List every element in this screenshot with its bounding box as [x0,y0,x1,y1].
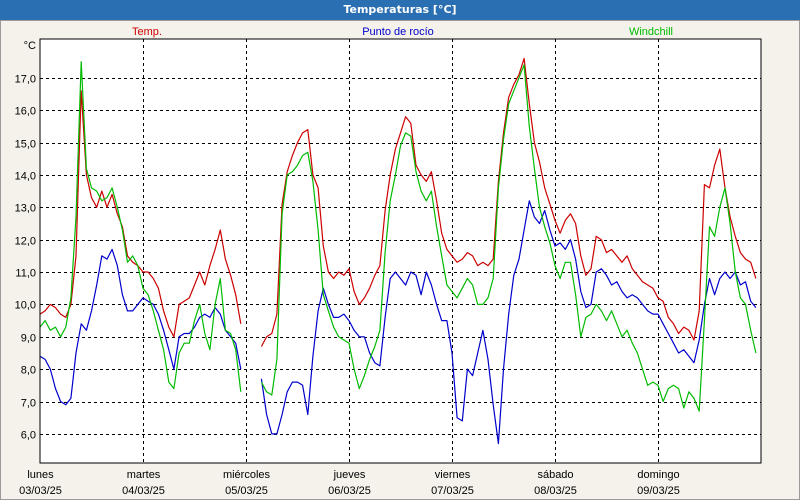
y-tick-label: 10,0 [15,300,36,312]
x-day-name: viernes [435,469,471,481]
y-tick-label: 17,0 [15,74,36,86]
x-date-label: 04/03/25 [122,485,165,497]
x-day-name: sábado [537,469,573,481]
y-tick-label: 15,0 [15,139,36,151]
series-line [260,57,757,347]
y-tick-label: 14,0 [15,171,36,183]
x-day-name: jueves [333,469,366,481]
y-tick-label: 13,0 [15,203,36,215]
window-title: Temperaturas [°C] [0,0,800,20]
y-tick-label: 9,0 [21,333,36,345]
plot-area [39,38,762,464]
y-tick-label: 12,0 [15,236,36,248]
series-line [39,61,242,392]
plot-border [39,38,762,464]
series-line [39,90,242,338]
x-date-label: 07/03/25 [431,485,474,497]
x-date-label: 03/03/25 [19,485,62,497]
legend-label: Windchill [629,26,673,38]
y-tick-label: 6,0 [21,430,36,442]
legend-label: Temp. [132,26,162,38]
x-date-label: 08/03/25 [534,485,577,497]
legend-label: Punto de rocío [362,26,434,38]
y-axis-unit: °C [24,40,36,52]
x-day-name: miércoles [223,469,271,481]
y-tick-label: 11,0 [15,268,36,280]
x-date-label: 09/03/25 [637,485,680,497]
x-date-label: 05/03/25 [225,485,268,497]
series-line [260,200,757,445]
y-tick-label: 8,0 [21,365,36,377]
x-day-name: domingo [637,469,679,481]
series-line [39,248,242,406]
x-day-name: martes [127,469,161,481]
x-date-label: 06/03/25 [328,485,371,497]
y-tick-label: 7,0 [21,398,36,410]
y-tick-label: 16,0 [15,106,36,118]
x-day-name: lunes [27,469,54,481]
series-line [260,64,757,412]
